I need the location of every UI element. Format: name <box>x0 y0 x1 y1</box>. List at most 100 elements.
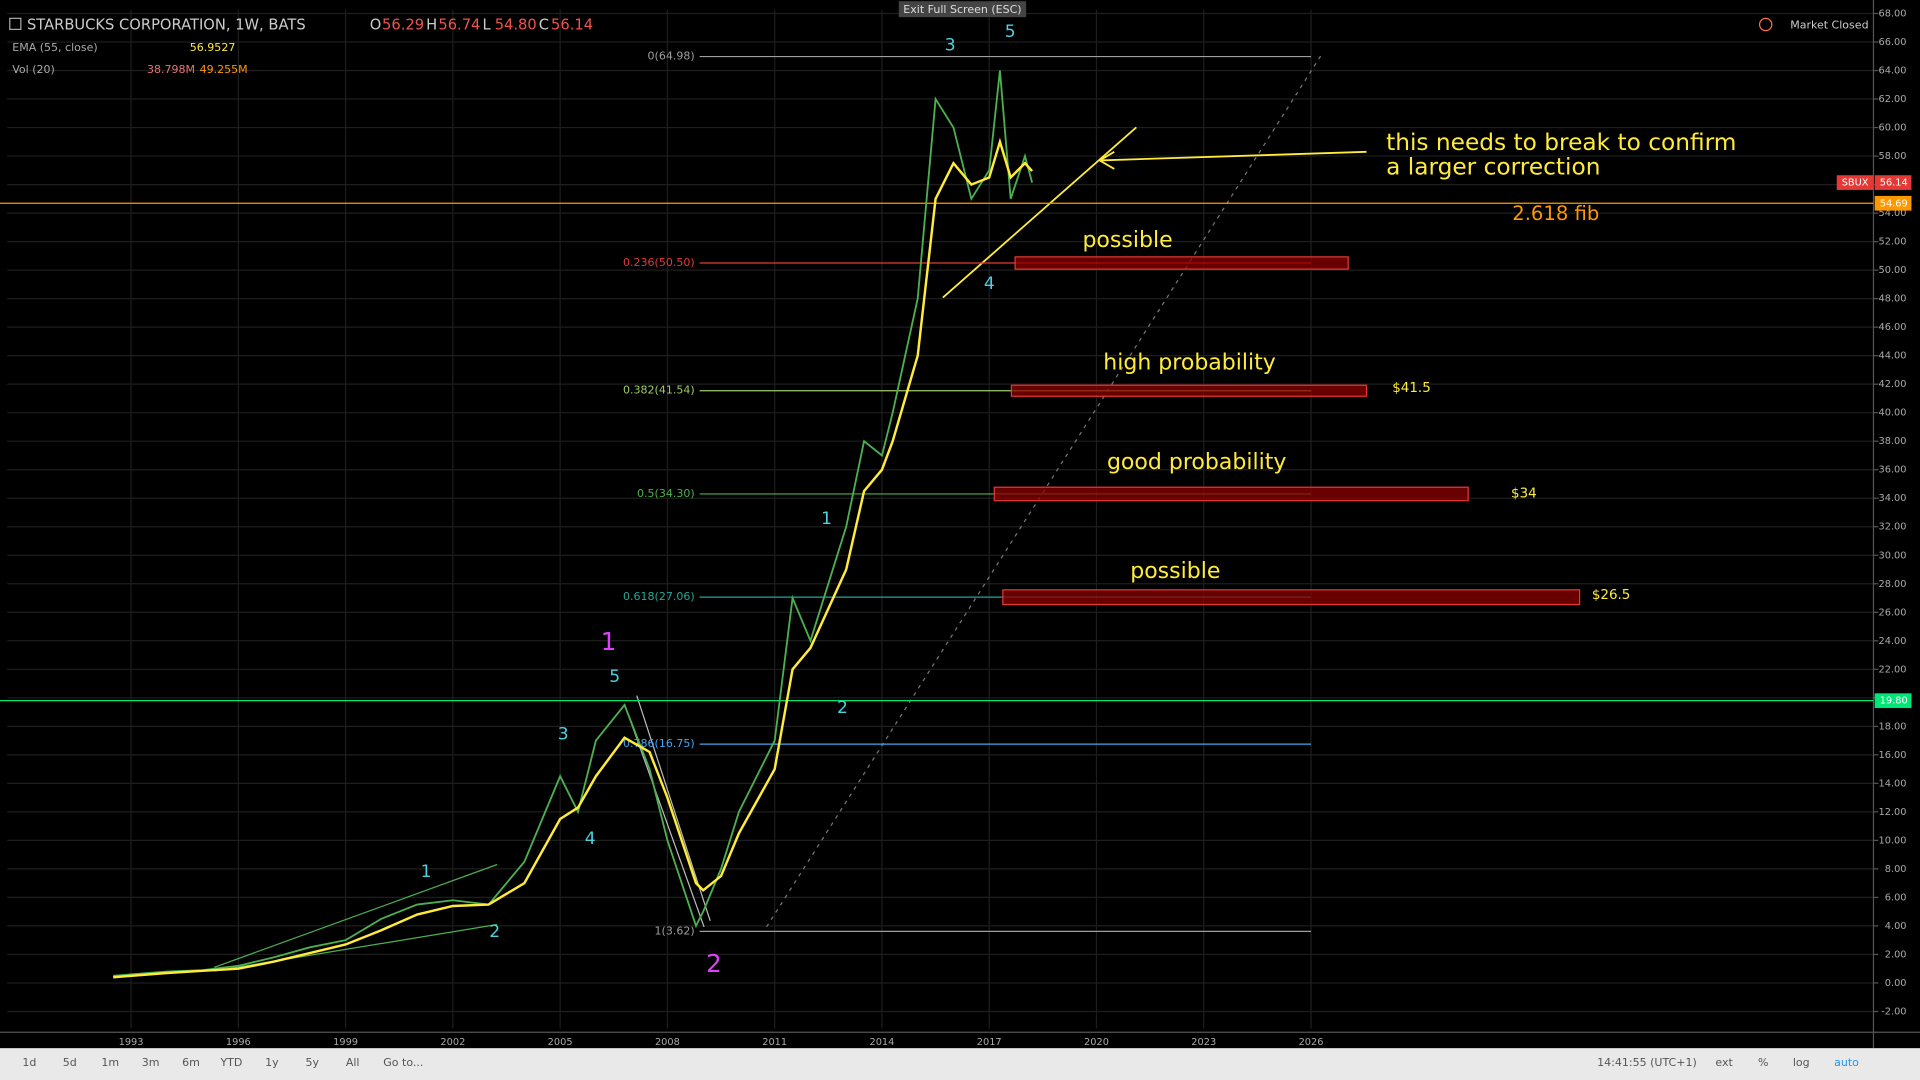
wave-label: 5 <box>609 667 620 687</box>
arrow-head <box>1097 151 1115 170</box>
range-button[interactable]: 5d <box>63 1056 77 1069</box>
toolbar-item: 14:41:55 (UTC+1) <box>1597 1056 1697 1069</box>
y-tick-label: 54.00 <box>1879 208 1907 219</box>
y-tick-label: 44.00 <box>1879 351 1907 362</box>
y-tick-label: 28.00 <box>1879 579 1907 590</box>
y-tick-label: 38.00 <box>1879 436 1907 447</box>
toolbar-buttons: 1d 5d 1m 3m 6m YTD 1y 5y All Go to... 14:41:55 (UT… <box>22 1056 1859 1069</box>
range-button[interactable]: 1y <box>265 1056 279 1069</box>
toolbar-item[interactable]: ext <box>1715 1056 1733 1069</box>
symbol-title: STARBUCKS CORPORATION, 1W, BATS <box>27 17 306 34</box>
series-line <box>113 70 1034 977</box>
channel-line <box>214 863 498 968</box>
range-button[interactable]: 5y <box>305 1056 319 1069</box>
y-tick-label: 42.00 <box>1879 379 1907 390</box>
trend-line <box>942 126 1137 299</box>
ohlc-value: 56.14 <box>551 17 593 34</box>
range-button[interactable]: 1d <box>22 1056 36 1069</box>
wave-label: 4 <box>984 274 995 294</box>
range-button[interactable]: Go to... <box>383 1056 423 1069</box>
toolbar-item[interactable]: auto <box>1834 1056 1859 1069</box>
ohlc-key: L <box>482 17 491 34</box>
y-tick-label: 24.00 <box>1879 636 1907 647</box>
annotation: a larger correction <box>1386 153 1600 180</box>
market-icon <box>1758 17 1773 32</box>
wave-label: 3 <box>945 35 956 55</box>
wave-line <box>636 695 711 922</box>
annotation: 2.618 fib <box>1512 202 1599 225</box>
y-tick-label: 66.00 <box>1879 37 1907 48</box>
range-button[interactable]: 3m <box>142 1056 160 1069</box>
exit-fullscreen-label[interactable]: Exit Full Screen (ESC) <box>903 3 1021 16</box>
x-tick-label: 1993 <box>119 1037 144 1048</box>
y-tick-label: 60.00 <box>1879 123 1907 134</box>
x-tick-label: 2005 <box>548 1037 573 1048</box>
plot: 0(64.98) 0.236(50.50) 0.382(41.54) 0.5(34.3… <box>0 22 1912 979</box>
wave-label: 1 <box>601 627 617 656</box>
x-tick-label: 2014 <box>869 1037 894 1048</box>
annotation: $26.5 <box>1592 588 1631 603</box>
fib-label: 0.5(34.30) <box>637 487 695 500</box>
fib-label: 0(64.98) <box>648 50 695 63</box>
wave-label: 2 <box>489 922 500 942</box>
zone <box>1010 384 1368 397</box>
y-tick-label: 32.00 <box>1879 522 1907 533</box>
y-tick-label: 52.00 <box>1879 237 1907 248</box>
y-tick-label: 58.00 <box>1879 151 1907 162</box>
vol-value: 49.255M <box>200 63 248 76</box>
y-tick-label: 6.00 <box>1885 892 1907 903</box>
wave-label: 4 <box>585 829 596 849</box>
grid: -2.00 0.00 2.00 4.00 6.00 8.00 10.00 12.00 14.00… <box>7 9 1907 1048</box>
wave-label: 1 <box>421 862 432 882</box>
range-button[interactable]: 6m <box>182 1056 200 1069</box>
toolbar-item[interactable]: % <box>1758 1056 1768 1069</box>
y-tick-label: 10.00 <box>1879 835 1907 846</box>
range-button[interactable]: YTD <box>219 1056 242 1069</box>
x-tick-label: 2026 <box>1299 1037 1324 1048</box>
vol-label: Vol (20) <box>12 63 55 76</box>
fib-label: 0.382(41.54) <box>623 384 695 397</box>
arrow <box>1099 150 1367 162</box>
wave-label: 5 <box>1005 22 1016 42</box>
ohlc-key: O <box>370 17 382 34</box>
y-tick-label: 30.00 <box>1879 550 1907 561</box>
price-tag <box>1874 195 1912 211</box>
y-tick-label: 12.00 <box>1879 807 1907 818</box>
vol-value: 38.798M <box>147 63 195 76</box>
y-tick-label: -2.00 <box>1881 1006 1906 1017</box>
y-tick-label: 40.00 <box>1879 408 1907 419</box>
y-tick-label: 8.00 <box>1885 864 1907 875</box>
zone <box>1002 589 1581 606</box>
market-status: Market Closed <box>1790 19 1868 32</box>
ohlc-key: H <box>426 17 437 34</box>
wave-label: 1 <box>821 509 832 529</box>
fib-label: 1(3.62) <box>655 924 695 937</box>
x-tick-label: 2002 <box>440 1037 465 1048</box>
fib-label: 0.618(27.06) <box>623 590 695 603</box>
series-line <box>113 137 1034 979</box>
price-tag-label: 56.14 <box>1880 178 1908 189</box>
y-tick-label: 18.00 <box>1879 721 1907 732</box>
y-tick-label: 26.00 <box>1879 607 1907 618</box>
annotation: possible <box>1130 559 1220 584</box>
ema-value: 56.9527 <box>190 41 236 54</box>
y-tick-label: 22.00 <box>1879 664 1907 675</box>
annotation: this needs to break to confirm <box>1386 129 1736 156</box>
exit-fullscreen[interactable] <box>898 1 1027 18</box>
y-tick-label: 2.00 <box>1885 949 1907 960</box>
y-tick-label: 62.00 <box>1879 94 1907 105</box>
ohlc-value: 56.74 <box>438 17 480 34</box>
range-button[interactable]: 1m <box>101 1056 119 1069</box>
x-tick-label: 2017 <box>977 1037 1002 1048</box>
ohlc-value: 54.80 <box>495 17 537 34</box>
wave-label: 3 <box>558 725 569 745</box>
y-tick-label: 46.00 <box>1879 322 1907 333</box>
price-tag <box>1874 175 1912 190</box>
y-tick-label: 50.00 <box>1879 265 1907 276</box>
annotation: high probability <box>1103 351 1276 376</box>
range-button[interactable]: All <box>346 1056 360 1069</box>
toolbar-item[interactable]: log <box>1793 1056 1810 1069</box>
wave-label: 2 <box>837 698 848 718</box>
